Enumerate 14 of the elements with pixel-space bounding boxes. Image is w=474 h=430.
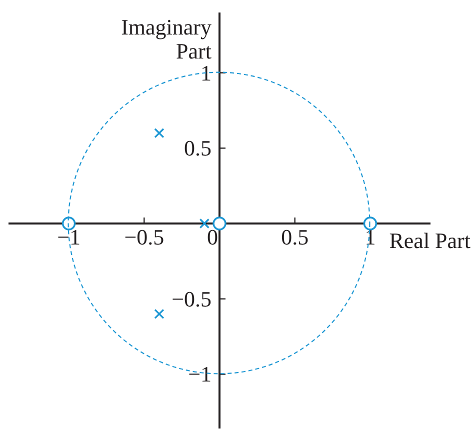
y-tick-label: 0.5 bbox=[184, 136, 212, 161]
x-axis-title: Real Part bbox=[389, 228, 471, 254]
point bbox=[363, 216, 378, 230]
x-tick-label: −0.5 bbox=[124, 224, 164, 250]
x-tick-label: 0.5 bbox=[281, 224, 309, 250]
x-tick-label: −1 bbox=[57, 224, 81, 250]
x-tick-label: 0 bbox=[207, 224, 218, 250]
x-tick-label: 1 bbox=[364, 224, 376, 250]
point bbox=[199, 218, 210, 229]
point bbox=[154, 308, 164, 320]
y-axis-title: Imaginary Part bbox=[121, 14, 212, 64]
point bbox=[62, 216, 76, 230]
point bbox=[154, 128, 164, 138]
y-tick-label: −0.5 bbox=[172, 286, 212, 312]
